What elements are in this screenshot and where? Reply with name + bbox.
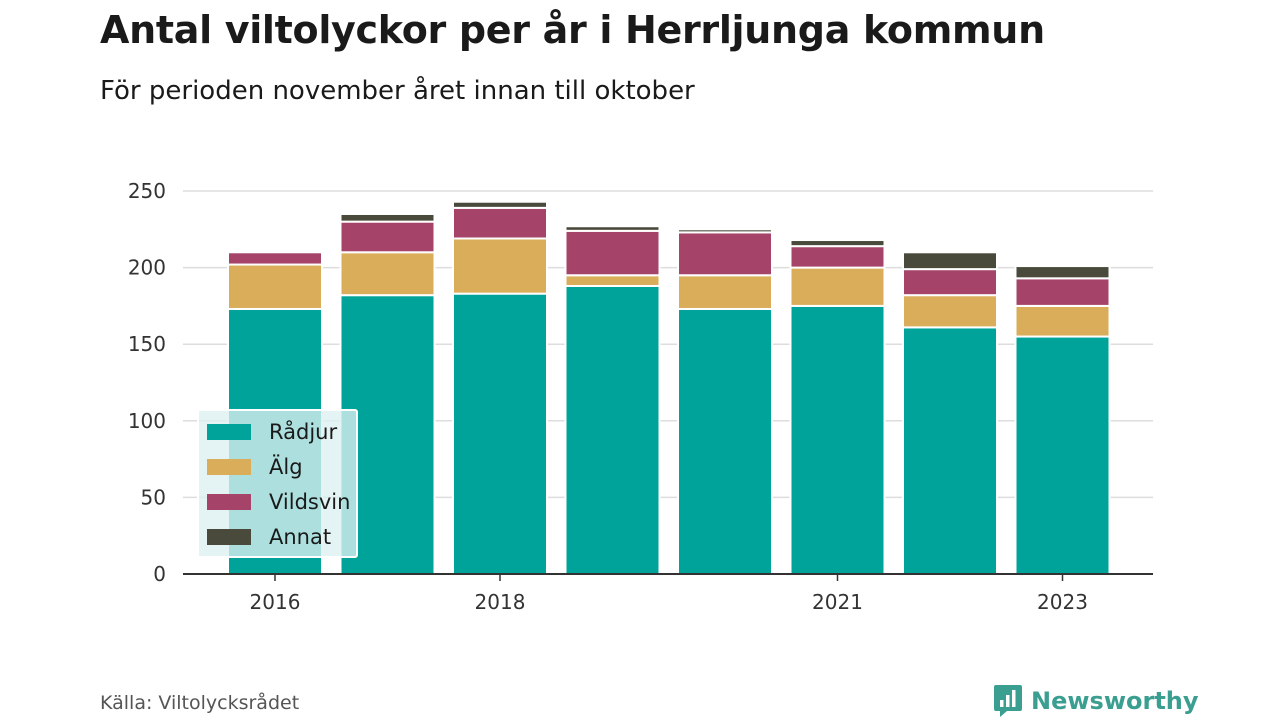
bar-segment-annat	[564, 225, 661, 232]
chart-legend: Rådjur Älg Vildsvin Annat	[197, 409, 358, 558]
legend-item-radjur[interactable]: Rådjur	[207, 417, 337, 447]
legend-item-vildsvin[interactable]: Vildsvin	[207, 487, 350, 517]
bar-segment-rådjur	[452, 292, 548, 575]
bar-segment-vildsvin	[789, 245, 886, 269]
y-tick-label: 200	[128, 256, 166, 280]
bar-segment-vildsvin	[339, 220, 436, 254]
bar-segment-annat	[339, 212, 436, 223]
x-tick-label: 2018	[475, 590, 526, 614]
legend-swatch-alg	[207, 459, 251, 475]
brand-name: Newsworthy	[1031, 687, 1199, 715]
bar-segment-älg	[677, 274, 773, 310]
bars	[227, 200, 1111, 576]
x-axis-ticks: 2016 2018 2021 2023	[250, 574, 1088, 614]
y-tick-label: 50	[141, 485, 166, 509]
bar-segment-älg	[902, 294, 998, 329]
legend-label-vildsvin: Vildsvin	[269, 490, 351, 514]
x-tick-label: 2016	[250, 590, 301, 614]
legend-label-radjur: Rådjur	[269, 420, 338, 444]
bar-segment-annat	[789, 239, 886, 248]
bar-segment-vildsvin	[227, 251, 323, 266]
bar-segment-rådjur	[902, 326, 998, 575]
chart-title: Antal viltolyckor per år i Herrljunga ko…	[100, 8, 1045, 52]
bar-segment-älg	[227, 263, 323, 310]
y-tick-label: 100	[128, 409, 166, 433]
bar-segment-rådjur	[1014, 335, 1111, 576]
bar-segment-annat	[902, 251, 998, 271]
legend-item-alg[interactable]: Älg	[207, 452, 303, 482]
bar-segment-annat	[452, 200, 548, 209]
bar-segment-älg	[789, 266, 886, 307]
bar-segment-älg	[1014, 304, 1111, 338]
bar-segment-vildsvin	[677, 231, 773, 277]
bar-segment-annat	[1014, 265, 1111, 280]
legend-swatch-annat	[207, 529, 251, 545]
newsworthy-icon	[994, 685, 1022, 717]
legend-item-annat[interactable]: Annat	[207, 522, 331, 552]
x-tick-label: 2023	[1037, 590, 1088, 614]
bar-segment-vildsvin	[902, 268, 998, 297]
y-tick-label: 0	[153, 562, 166, 586]
bar-segment-älg	[339, 251, 436, 297]
chart-subtitle: För perioden november året innan till ok…	[100, 76, 695, 106]
legend-swatch-vildsvin	[207, 494, 251, 510]
source-note: Källa: Viltolycksrådet	[100, 692, 300, 714]
y-axis-ticks: 0 50 100 150 200 250	[128, 179, 166, 586]
y-tick-label: 150	[128, 332, 166, 356]
x-tick-label: 2021	[812, 590, 863, 614]
legend-label-annat: Annat	[269, 525, 332, 549]
bar-segment-älg	[452, 237, 548, 295]
legend-swatch-radjur	[207, 424, 251, 440]
bar-segment-rådjur	[677, 307, 773, 575]
bar-segment-vildsvin	[564, 229, 661, 277]
bar-segment-älg	[564, 274, 661, 287]
bar-segment-rådjur	[564, 284, 661, 575]
bar-segment-vildsvin	[1014, 277, 1111, 307]
brand-logo[interactable]: Newsworthy	[993, 684, 1199, 718]
bar-segment-vildsvin	[452, 206, 548, 240]
bar-segment-annat	[677, 228, 773, 234]
bar-segment-rådjur	[789, 304, 886, 575]
y-tick-label: 250	[128, 179, 166, 203]
legend-label-alg: Älg	[269, 455, 303, 479]
